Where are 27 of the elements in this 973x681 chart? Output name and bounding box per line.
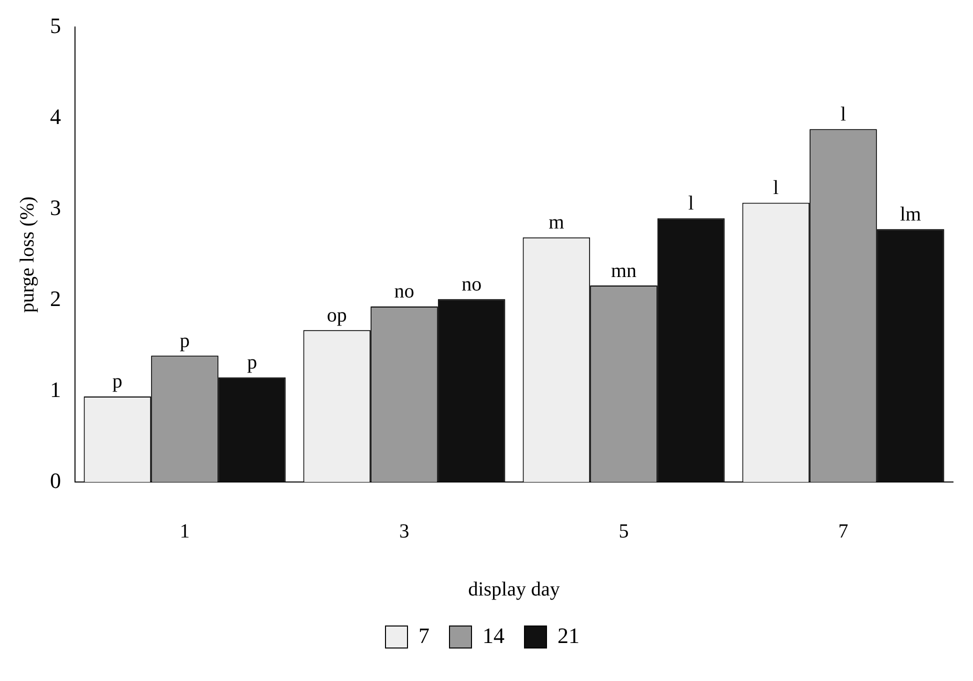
y-tick-label: 0 [50,468,61,493]
y-tick-label: 5 [50,12,61,38]
data-label: no [394,280,414,303]
legend-label: 14 [482,622,504,648]
x-tick-label: 1 [180,520,190,542]
data-label: p [247,352,258,374]
data-label: l [773,177,780,200]
legend-label: 7 [418,622,430,648]
legend-label: 21 [558,622,580,648]
y-tick-label: 1 [50,376,61,402]
data-label: m [548,212,565,234]
data-label: op [326,304,347,326]
y-tick-label: 3 [50,194,61,220]
y-axis-title: purge loss (%) [16,196,38,313]
x-tick-label: 3 [399,520,410,542]
y-tick-label: 2 [50,286,61,311]
data-label: l [840,103,846,126]
y-tick-label: 4 [50,104,61,129]
x-tick-label: 5 [618,520,629,542]
data-label: p [112,370,122,393]
data-label: mn [610,260,637,282]
data-label: l [688,192,694,214]
data-label: p [180,330,190,352]
data-label: lm [900,203,922,226]
x-tick-label: 7 [838,520,848,542]
x-axis-title: display day [468,578,560,600]
data-label: no [462,273,482,296]
